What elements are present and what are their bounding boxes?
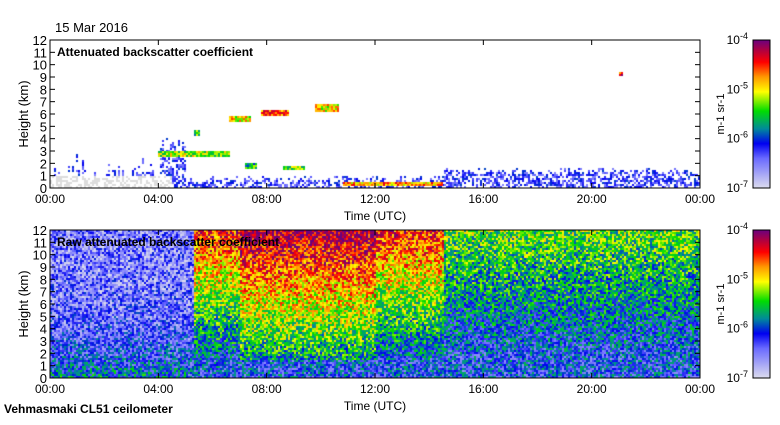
y-tick-label: 9: [40, 70, 47, 85]
y-tick-label: 10: [33, 58, 47, 73]
y-tick-label: 2: [40, 346, 47, 361]
colorbar-tick-exponent: -4: [740, 221, 748, 231]
y-tick-label: 6: [40, 107, 47, 122]
x-tick-label: 00:00: [35, 382, 65, 396]
attenuated-backscatter-heatmap: [50, 40, 700, 188]
colorbar-tick-exponent: -5: [740, 270, 748, 280]
colorbar-label: m-1 sr-1: [715, 94, 727, 135]
x-tick-label: 00:00: [685, 382, 715, 396]
y-axis-label: Height (km): [16, 80, 31, 147]
y-tick-label: 5: [40, 309, 47, 324]
colorbar-tick-exponent: -6: [740, 320, 748, 330]
y-tick-label: 6: [40, 297, 47, 312]
colorbar-tick-label: 10-4: [727, 221, 748, 237]
date-label: 15 Mar 2016: [55, 20, 128, 35]
x-tick-label: 00:00: [685, 192, 715, 206]
colorbar-tick-label: 10-5: [727, 270, 748, 286]
x-tick-label: 12:00: [360, 382, 390, 396]
y-tick-label: 8: [40, 272, 47, 287]
colorbar-tick-exponent: -4: [740, 31, 748, 41]
x-tick-label: 16:00: [468, 382, 498, 396]
colorbar-tick-label: 10-6: [727, 130, 748, 146]
y-tick-label: 4: [40, 322, 47, 337]
colorbar-tick-label: 10-5: [727, 80, 748, 96]
y-tick-label: 5: [40, 119, 47, 134]
colorbar-tick-exponent: -6: [740, 130, 748, 140]
raw-backscatter-heatmap: [50, 230, 700, 378]
y-tick-label: 7: [40, 285, 47, 300]
y-tick-label: 3: [40, 334, 47, 349]
x-tick-label: 04:00: [143, 192, 173, 206]
colorbar-tick-label: 10-7: [727, 179, 748, 195]
y-tick-label: 2: [40, 156, 47, 171]
y-tick-label: 1: [40, 169, 47, 184]
x-tick-label: 04:00: [143, 382, 173, 396]
x-tick-label: 16:00: [468, 192, 498, 206]
y-tick-label: 4: [40, 132, 47, 147]
y-tick-label: 11: [34, 235, 48, 250]
y-tick-label: 0: [40, 371, 47, 386]
colorbar: [752, 39, 771, 189]
y-tick-label: 0: [40, 181, 47, 196]
colorbar: [752, 229, 771, 379]
panel-title: Attenuated backscatter coefficient: [57, 45, 253, 59]
y-axis-label: Height (km): [16, 270, 31, 337]
colorbar-tick-exponent: -7: [740, 179, 748, 189]
colorbar-tick-exponent: -7: [740, 369, 748, 379]
y-tick-label: 3: [40, 144, 47, 159]
instrument-label: Vehmasmaki CL51 ceilometer: [4, 402, 173, 416]
y-tick-label: 9: [40, 260, 47, 275]
x-tick-label: 20:00: [577, 382, 607, 396]
x-tick-label: 00:00: [35, 192, 65, 206]
colorbar-tick-label: 10-6: [727, 320, 748, 336]
y-tick-label: 10: [33, 248, 47, 263]
colorbar-tick-label: 10-7: [727, 369, 748, 385]
x-tick-label: 08:00: [252, 192, 282, 206]
colorbar-tick-exponent: -5: [740, 80, 748, 90]
colorbar-label: m-1 sr-1: [715, 284, 727, 325]
y-tick-label: 12: [33, 223, 47, 238]
x-tick-label: 12:00: [360, 192, 390, 206]
x-axis-label: Time (UTC): [344, 399, 406, 413]
y-tick-label: 1: [40, 359, 47, 374]
y-tick-label: 7: [40, 95, 47, 110]
y-tick-label: 12: [33, 33, 47, 48]
y-tick-label: 8: [40, 82, 47, 97]
y-tick-label: 11: [34, 45, 48, 60]
x-axis-label: Time (UTC): [344, 209, 406, 223]
x-tick-label: 20:00: [577, 192, 607, 206]
colorbar-tick-label: 10-4: [727, 31, 748, 47]
x-tick-label: 08:00: [252, 382, 282, 396]
panel-title: Raw attenuated backscatter coefficient: [57, 235, 279, 249]
